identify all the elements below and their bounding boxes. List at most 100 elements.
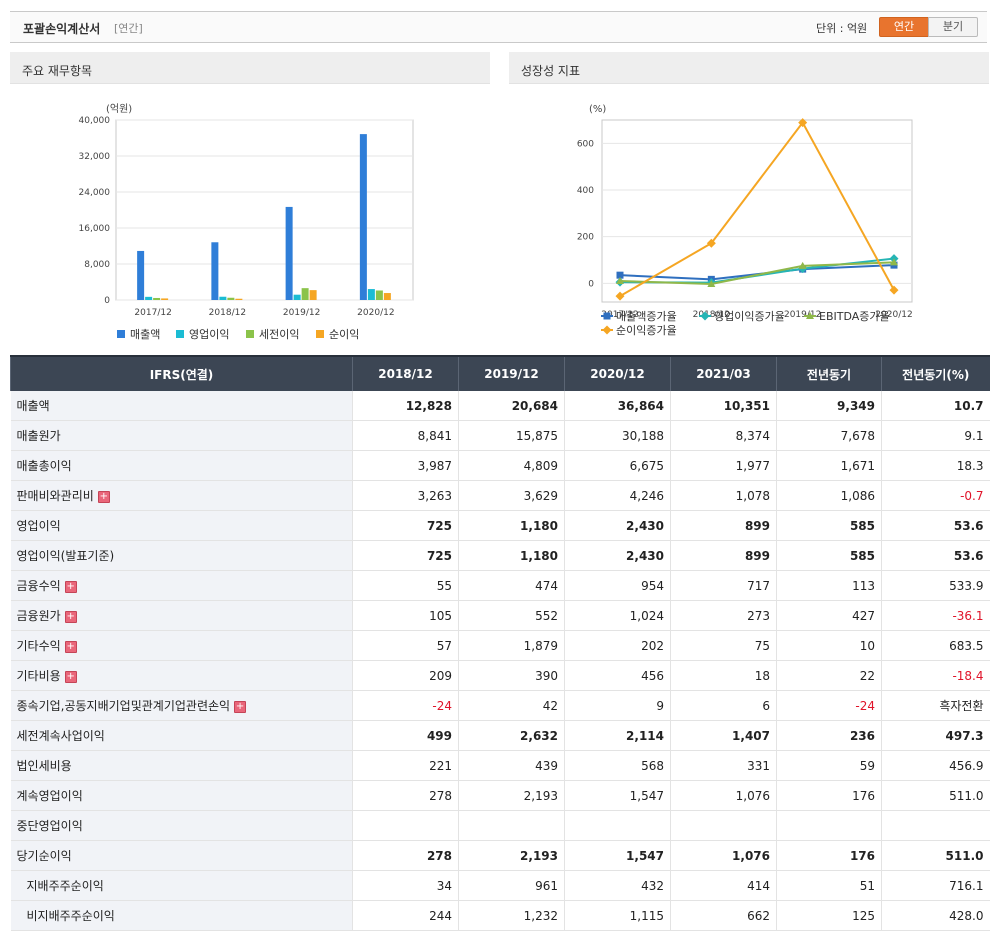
x-tick-label: 2017/12 <box>134 308 171 318</box>
unit-label: 단위 : 억원 <box>816 22 868 35</box>
table-cell: 331 <box>670 750 777 781</box>
table-cell: 22 <box>776 660 882 691</box>
table-cell: 흑자전환 <box>881 690 990 721</box>
panel-header: 주요 재무항목 <box>10 52 490 84</box>
table-cell: 961 <box>458 870 565 901</box>
quarter-toggle-button[interactable]: 분기 <box>928 17 978 37</box>
row-label: 영업이익 <box>10 510 353 541</box>
table-cell: 414 <box>670 870 777 901</box>
column-header: 2018/12 <box>352 355 459 391</box>
legend-label: 영업이익증가율 <box>714 310 785 323</box>
x-tick-label: 2019/12 <box>784 310 821 320</box>
expand-plus-icon[interactable]: + <box>97 490 110 503</box>
table-cell: 716.1 <box>881 870 990 901</box>
table-cell: 1,547 <box>564 840 671 871</box>
y-tick-label: 8,000 <box>84 260 110 270</box>
table-cell: 725 <box>352 540 459 571</box>
legend-label: 세전이익 <box>259 328 299 341</box>
bar <box>285 206 293 300</box>
column-header: 2021/03 <box>670 355 777 391</box>
table-cell: 1,232 <box>458 900 565 931</box>
row-label-text: 매출액 <box>16 399 50 413</box>
panel-title: 주요 재무항목 <box>22 64 93 78</box>
table-cell: 20,684 <box>458 391 565 421</box>
bar <box>375 290 383 300</box>
table-cell: 1,086 <box>776 480 882 511</box>
table-cell: -18.4 <box>881 660 990 691</box>
point <box>616 277 624 284</box>
table-cell: 497.3 <box>881 720 990 751</box>
row-label-text: 영업이익(발표기준) <box>16 549 115 563</box>
table-cell: 585 <box>776 510 882 541</box>
table-cell: 1,115 <box>564 900 671 931</box>
y-tick-label: 600 <box>577 139 594 149</box>
table-cell: 1,977 <box>670 450 777 481</box>
expand-plus-icon[interactable]: + <box>64 610 77 623</box>
table-cell: 8,374 <box>670 420 777 451</box>
legend-label: 매출액 <box>130 328 160 341</box>
table-cell <box>776 810 882 841</box>
y-axis-label: (%) <box>589 104 606 115</box>
table-row: 법인세비용 221 439 568 331 59 456.9 <box>10 750 990 781</box>
legend-swatch <box>117 330 125 338</box>
bar <box>137 250 145 300</box>
table-cell: 1,407 <box>670 720 777 751</box>
table-cell: 10.7 <box>881 391 990 421</box>
row-label-text: 세전계속사업이익 <box>16 729 105 743</box>
table-row: 중단영업이익 <box>10 810 990 841</box>
column-header: 전년동기(%) <box>881 355 990 391</box>
row-label: 기타수익 + <box>10 630 353 661</box>
table-cell: 9 <box>564 690 671 721</box>
point <box>616 271 624 279</box>
expand-plus-icon[interactable]: + <box>64 580 77 593</box>
row-label: 금융원가 + <box>10 600 353 631</box>
table-cell: 511.0 <box>881 780 990 811</box>
annual-toggle-button[interactable]: 연간 <box>879 17 929 37</box>
table-cell <box>458 810 565 841</box>
table-cell: 10,351 <box>670 391 777 421</box>
bar <box>219 296 227 300</box>
expand-plus-icon[interactable]: + <box>234 700 247 713</box>
table-cell: 456 <box>564 660 671 691</box>
y-tick-label: 200 <box>577 233 594 243</box>
table-row: 영업이익(발표기준) 725 1,180 2,430 899 585 53.6 <box>10 540 990 571</box>
point <box>798 261 807 269</box>
expand-plus-icon[interactable]: + <box>64 670 77 683</box>
bar <box>211 242 219 300</box>
expand-plus-icon[interactable]: + <box>64 640 77 653</box>
point <box>602 325 612 335</box>
legend-swatch <box>176 330 184 338</box>
legend-label: 순이익 <box>329 328 359 341</box>
table-cell: 1,076 <box>670 840 777 871</box>
panel-header: 성장성 지표 <box>509 52 989 84</box>
table-row: 지배주주순이익 34 961 432 414 51 716.1 <box>10 870 990 901</box>
panel-title: 성장성 지표 <box>521 64 581 78</box>
table-cell: 683.5 <box>881 630 990 661</box>
table-cell: 53.6 <box>881 540 990 571</box>
series-line <box>619 261 895 286</box>
row-label: 매출총이익 <box>10 450 353 481</box>
table-cell: 2,430 <box>564 510 671 541</box>
table-cell: 499 <box>352 720 459 751</box>
legend-swatch <box>316 330 324 338</box>
row-label-text: 판매비와관리비 <box>16 489 94 503</box>
table-cell: 113 <box>776 570 882 601</box>
y-tick-label: 400 <box>577 186 594 196</box>
legend-label: 순이익증가율 <box>616 324 677 337</box>
table-cell: 7,678 <box>776 420 882 451</box>
point <box>806 312 814 319</box>
table-cell: 2,632 <box>458 720 565 751</box>
bar <box>359 134 367 300</box>
row-label: 당기순이익 <box>10 840 353 871</box>
bar <box>309 290 317 300</box>
row-label-text: 중단영업이익 <box>16 819 83 833</box>
table-row: 기타비용 +209 390 456 18 22 -18.4 <box>10 660 990 691</box>
bar <box>301 288 309 300</box>
table-row: 매출원가 8,841 15,875 30,188 8,374 7,678 9.1 <box>10 420 990 451</box>
table-cell: 36,864 <box>564 391 671 421</box>
table-cell: 717 <box>670 570 777 601</box>
column-header: 전년동기 <box>776 355 882 391</box>
table-cell: 511.0 <box>881 840 990 871</box>
line-chart: 0 200 400 600 (%) 2017/12 2018/12 2019/12 2020/1… <box>577 104 913 337</box>
row-label-text: 기타비용 <box>16 669 61 683</box>
